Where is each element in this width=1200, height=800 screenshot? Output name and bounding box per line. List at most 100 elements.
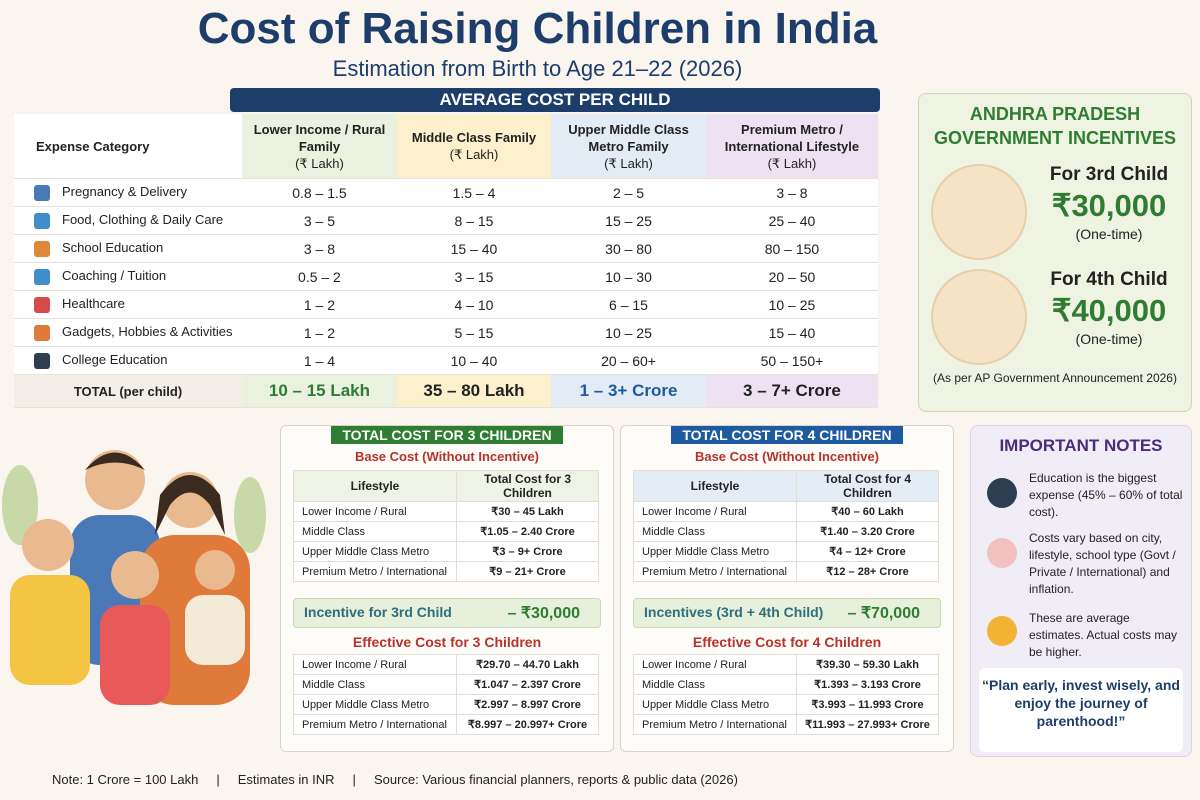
scenario-table: Lifestyle Total Cost for 4 Children Lower …: [633, 470, 939, 582]
category-icon: [34, 352, 50, 369]
header-row: Lifestyle Total Cost for 3 Children: [293, 470, 599, 502]
incentive-amount: ₹40,000: [1051, 293, 1167, 328]
cost-value: ₹11.993 – 27.993+ Crore: [796, 714, 939, 735]
incentive: For 4th Child ₹40,000 (One-time): [919, 261, 1191, 366]
category-label: Coaching / Tuition: [62, 268, 167, 284]
lifestyle-label: Upper Middle Class Metro: [293, 541, 457, 562]
cost-cell: 5 – 15: [396, 318, 552, 347]
category-label: Gadgets, Hobbies & Activities: [62, 324, 233, 340]
cost-cell: 10 – 40: [396, 346, 552, 375]
total-row: TOTAL (per child) 10 – 15 Lakh 35 – 80 Lak…: [14, 374, 878, 408]
total-label: TOTAL (per child): [14, 374, 243, 408]
cost-value: 6 – 15: [609, 296, 648, 313]
cost-value: 10 – 25: [768, 296, 816, 313]
cost-cell: 10 – 30: [551, 262, 706, 291]
subtitle: Estimation from Birth to Age 21–22 (2026…: [332, 56, 743, 81]
total-value: 3 – 7+ Crore: [705, 374, 878, 408]
leaf: [2, 465, 38, 545]
table-row: Gadgets, Hobbies & Activities 1 – 2 5 – 15…: [14, 318, 878, 347]
leaf: [234, 477, 266, 553]
notes-title: IMPORTANT NOTES: [999, 436, 1163, 455]
table-row: Premium Metro / International ₹8.997 – 20…: [293, 714, 599, 735]
avatar: [931, 269, 1027, 365]
family-illustration: [2, 450, 266, 705]
cost-cell: 10 – 25: [705, 290, 878, 319]
category-cell: College Education: [14, 346, 243, 375]
category-icon: [34, 296, 50, 313]
cost-value: 10 – 40: [450, 352, 498, 369]
cost-value: 5 – 15: [454, 324, 494, 341]
cost-value: 1 – 2: [303, 296, 336, 313]
scenario-box: TOTAL COST FOR 3 CHILDREN Base Cost (With…: [280, 425, 614, 752]
lifestyle-label: Premium Metro / International: [633, 561, 797, 582]
table-row: Food, Clothing & Daily Care 3 – 5 8 – 15 15…: [14, 206, 878, 235]
cost-value: 10 – 25: [605, 324, 652, 341]
cost-value: ₹3 – 9+ Crore: [456, 541, 599, 562]
category-cell: Pregnancy & Delivery: [14, 178, 243, 207]
hair: [155, 475, 225, 535]
column-header: Expense Category: [14, 114, 243, 179]
table-row: College Education 1 – 4 10 – 40 20 – 60+ 50 …: [14, 346, 878, 375]
effective-label: Effective Cost for 4 Children: [692, 634, 882, 650]
father-head: [85, 450, 145, 510]
table-row: Healthcare 1 – 2 4 – 10 6 – 15 10 – 25: [14, 290, 878, 319]
lifestyle-label: Upper Middle Class Metro: [633, 541, 797, 562]
category-icon: [34, 240, 50, 257]
cost-cell: 10 – 25: [551, 318, 706, 347]
category-label: Pregnancy & Delivery: [62, 184, 187, 200]
cost-value: ₹9 – 21+ Crore: [456, 561, 599, 582]
footer-text: Estimates in INR: [237, 772, 335, 787]
incentive-note: (One-time): [1075, 226, 1143, 242]
ap-source: (As per AP Government Announcement 2026): [933, 371, 1177, 385]
category-cell: Gadgets, Hobbies & Activities: [14, 318, 243, 347]
category-label: School Education: [62, 240, 164, 256]
lifestyle-label: Lower Income / Rural: [293, 501, 457, 522]
category-icon: [34, 324, 50, 341]
cost-value: 10 – 30: [605, 268, 652, 285]
incentive-amount: ₹30,000: [1051, 188, 1167, 223]
column-unit: (₹ Lakh): [449, 147, 499, 162]
ap-panel: ANDHRA PRADESH GOVERNMENT INCENTIVES (As…: [918, 93, 1192, 412]
category-icon: [34, 184, 50, 201]
incentive-value: – ₹30,000: [507, 605, 580, 622]
column-header: Lifestyle: [293, 470, 457, 502]
cost-cell: 6 – 15: [551, 290, 706, 319]
lifestyle-label: Upper Middle Class Metro: [293, 694, 457, 715]
cost-value: ₹1.047 – 2.397 Crore: [456, 674, 599, 695]
cost-cell: 1 – 2: [242, 318, 397, 347]
cost-value: 30 – 80: [605, 240, 652, 257]
cost-value: 1.5 – 4: [452, 184, 496, 201]
cost-cell: 15 – 40: [396, 234, 552, 263]
column-title: Expense Category: [36, 138, 150, 154]
cost-value: 1 – 4: [303, 352, 336, 369]
cost-cell: 1 – 4: [242, 346, 397, 375]
column-header: Middle Class Family (₹ Lakh): [396, 114, 552, 179]
lifestyle-label: Lower Income / Rural: [633, 501, 797, 522]
cost-cell: 20 – 50: [705, 262, 878, 291]
table-row: Upper Middle Class Metro ₹3.993 – 11.993 …: [633, 694, 939, 715]
table-row: School Education 3 – 8 15 – 40 30 – 80 80 – …: [14, 234, 878, 263]
incentive-bar: Incentive for 3rd Child – ₹30,000: [293, 598, 601, 628]
hair: [85, 452, 145, 470]
cost-value: ₹4 – 12+ Crore: [796, 541, 939, 562]
cost-value: 1 – 2: [303, 324, 336, 341]
cost-value: 15 – 40: [450, 240, 498, 257]
note-icon: [987, 538, 1017, 568]
category-icon: [34, 268, 50, 285]
footer-text: |: [216, 772, 220, 787]
table-row: Upper Middle Class Metro ₹4 – 12+ Crore: [633, 541, 939, 562]
cost-value: 15 – 40: [768, 324, 816, 341]
table-row: Premium Metro / International ₹9 – 21+ Cr…: [293, 561, 599, 582]
incentive-label: For 4th Child: [1050, 269, 1168, 290]
table-row: Pregnancy & Delivery 0.8 – 1.5 1.5 – 4 2 – …: [14, 178, 878, 207]
cost-value: ₹29.70 – 44.70 Lakh: [456, 654, 599, 675]
column-title: Middle Class Family: [411, 130, 537, 145]
incentive-note: (One-time): [1075, 331, 1143, 347]
column-unit: (₹ Lakh): [295, 155, 344, 171]
lifestyle-label: Middle Class: [633, 521, 797, 542]
base-label: Base Cost (Without Incentive): [694, 449, 880, 464]
lifestyle-label: Premium Metro / International: [633, 714, 797, 735]
table-row: Upper Middle Class Metro ₹3 – 9+ Crore: [293, 541, 599, 562]
cost-cell: 3 – 8: [242, 234, 397, 263]
